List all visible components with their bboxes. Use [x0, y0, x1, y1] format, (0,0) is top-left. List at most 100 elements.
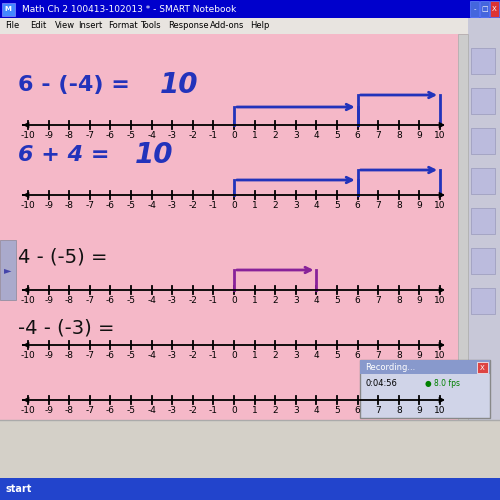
Bar	[470, 1, 479, 17]
Bar	[0, 240, 16, 300]
Text: -5: -5	[126, 131, 136, 140]
Bar	[0, 18, 470, 34]
Bar	[471, 288, 495, 314]
Text: 6 + 4 =: 6 + 4 =	[18, 145, 110, 165]
Text: 7: 7	[376, 296, 381, 305]
Text: 9: 9	[416, 296, 422, 305]
Text: 2: 2	[272, 406, 278, 415]
Text: 4: 4	[314, 351, 319, 360]
Text: 5: 5	[334, 406, 340, 415]
Text: 9: 9	[416, 406, 422, 415]
Text: -1: -1	[209, 201, 218, 210]
Bar	[490, 1, 499, 17]
Text: 5: 5	[334, 296, 340, 305]
Text: 7: 7	[376, 201, 381, 210]
Text: 3: 3	[293, 201, 298, 210]
Text: -6: -6	[106, 201, 115, 210]
Text: -4: -4	[147, 201, 156, 210]
Text: 0: 0	[231, 406, 237, 415]
Text: -8: -8	[64, 131, 74, 140]
Text: 2: 2	[272, 131, 278, 140]
Text: Tools: Tools	[140, 22, 160, 30]
Text: Insert: Insert	[78, 22, 102, 30]
Text: 10: 10	[434, 131, 446, 140]
Text: -8: -8	[64, 406, 74, 415]
Text: Add-ons: Add-ons	[210, 22, 244, 30]
Text: -6: -6	[106, 131, 115, 140]
Bar	[458, 34, 468, 470]
Bar	[468, 18, 500, 500]
Text: -6: -6	[106, 406, 115, 415]
Text: -10: -10	[20, 296, 36, 305]
Text: X: X	[480, 364, 485, 370]
Text: 3: 3	[293, 406, 298, 415]
Text: 0:04:56: 0:04:56	[365, 380, 397, 388]
Text: -4: -4	[147, 131, 156, 140]
Bar	[471, 128, 495, 154]
Text: -9: -9	[44, 296, 53, 305]
Text: 1: 1	[252, 296, 258, 305]
Text: 3: 3	[293, 296, 298, 305]
Text: 3: 3	[293, 351, 298, 360]
Text: 10: 10	[434, 406, 446, 415]
Text: -7: -7	[86, 296, 94, 305]
Text: 8: 8	[396, 351, 402, 360]
Text: -10: -10	[20, 406, 36, 415]
Text: -4: -4	[147, 351, 156, 360]
Text: Recording...: Recording...	[365, 362, 415, 372]
Text: -8: -8	[64, 201, 74, 210]
Text: -10: -10	[20, 351, 36, 360]
Text: 0: 0	[231, 351, 237, 360]
Text: 6: 6	[354, 406, 360, 415]
Text: -1: -1	[209, 406, 218, 415]
Text: 2: 2	[272, 296, 278, 305]
Text: 0: 0	[231, 131, 237, 140]
Text: -9: -9	[44, 201, 53, 210]
Text: 8: 8	[396, 406, 402, 415]
Text: -3: -3	[168, 131, 176, 140]
Text: -2: -2	[188, 131, 197, 140]
Text: 6: 6	[354, 351, 360, 360]
Text: 1: 1	[252, 406, 258, 415]
Text: Edit: Edit	[30, 22, 46, 30]
Text: 7: 7	[376, 406, 381, 415]
Text: 9: 9	[416, 201, 422, 210]
Text: 10: 10	[434, 351, 446, 360]
Bar	[471, 208, 495, 234]
Text: M: M	[4, 6, 12, 12]
Text: -4 - (-3) =: -4 - (-3) =	[18, 318, 114, 338]
Text: -1: -1	[209, 296, 218, 305]
Text: -7: -7	[86, 351, 94, 360]
Text: 2: 2	[272, 351, 278, 360]
Text: ● 8.0 fps: ● 8.0 fps	[425, 380, 460, 388]
Text: Help: Help	[250, 22, 270, 30]
Bar	[360, 360, 490, 418]
Text: 4: 4	[314, 201, 319, 210]
Text: -5: -5	[126, 201, 136, 210]
Text: -9: -9	[44, 131, 53, 140]
Text: 0: 0	[231, 296, 237, 305]
Bar	[0, 0, 500, 18]
Bar	[477, 362, 488, 373]
Text: -7: -7	[86, 406, 94, 415]
Text: □: □	[481, 6, 488, 12]
Text: -4: -4	[147, 296, 156, 305]
Text: -: -	[473, 6, 476, 12]
Text: 6 - (-4) =: 6 - (-4) =	[18, 75, 130, 95]
Text: 4 - (-5) =: 4 - (-5) =	[18, 248, 108, 266]
Text: 10: 10	[135, 141, 173, 169]
Text: -3: -3	[168, 296, 176, 305]
Text: -6: -6	[106, 296, 115, 305]
Text: -7: -7	[86, 131, 94, 140]
Bar	[471, 168, 495, 194]
Text: 4: 4	[314, 406, 319, 415]
Text: 8: 8	[396, 201, 402, 210]
Text: 7: 7	[376, 131, 381, 140]
Text: -5: -5	[126, 406, 136, 415]
Bar	[360, 360, 490, 374]
Text: -6: -6	[106, 351, 115, 360]
Text: 1: 1	[252, 131, 258, 140]
Text: 1: 1	[252, 351, 258, 360]
Text: 10: 10	[434, 296, 446, 305]
Text: -8: -8	[64, 296, 74, 305]
